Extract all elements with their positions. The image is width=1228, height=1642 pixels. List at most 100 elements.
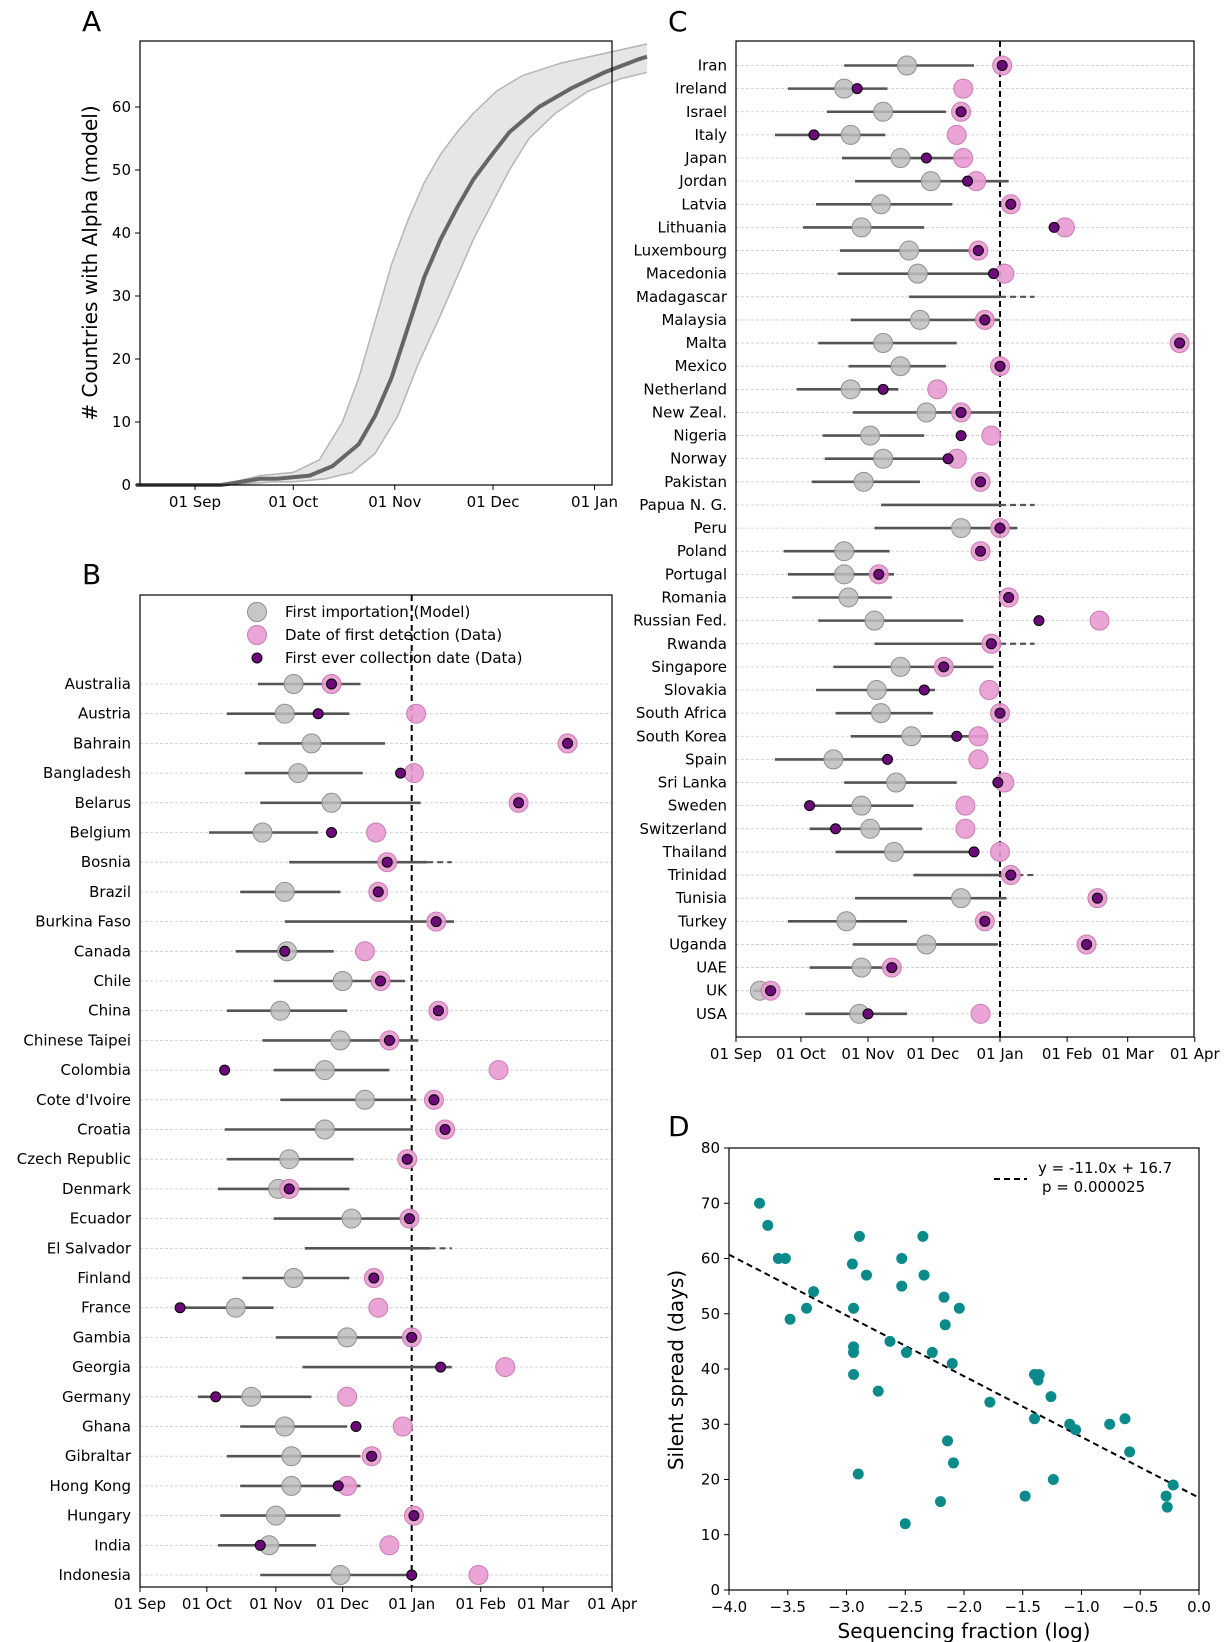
detection-date-marker — [354, 941, 375, 962]
detection-date-marker — [495, 1357, 516, 1378]
model-importation-marker — [920, 171, 941, 192]
collection-date-marker — [830, 823, 842, 835]
model-importation-marker — [301, 733, 322, 754]
collection-date-marker — [375, 975, 387, 987]
country-label: Iran — [698, 57, 727, 75]
detection-date-marker — [970, 1003, 991, 1024]
legend-entry: First ever collection date (Data) — [285, 649, 522, 667]
y-tick-label: 50 — [112, 161, 131, 179]
model-importation-marker — [873, 333, 894, 354]
detection-date-marker — [337, 1386, 358, 1407]
collection-date-marker — [955, 406, 967, 418]
model-importation-marker — [860, 818, 881, 839]
panel-label: B — [82, 558, 101, 591]
x-tick-label: 01 Feb — [1042, 1045, 1092, 1063]
data-point — [1161, 1501, 1173, 1513]
model-importation-marker — [270, 1000, 291, 1021]
country-label: USA — [696, 1005, 728, 1023]
country-label: Italy — [694, 126, 727, 144]
detection-date-marker — [981, 425, 1002, 446]
data-point — [942, 1435, 954, 1447]
collection-date-marker — [562, 737, 574, 749]
x-tick-label: 01 Nov — [841, 1045, 894, 1063]
model-importation-marker — [851, 217, 872, 238]
country-label: South Korea — [636, 727, 727, 745]
model-importation-marker — [314, 1060, 335, 1081]
panel-label: A — [82, 5, 101, 38]
country-label: China — [88, 1002, 131, 1020]
y-tick-label: 80 — [701, 1139, 720, 1157]
collection-date-marker — [430, 916, 442, 928]
model-importation-marker — [314, 1119, 335, 1140]
country-label: Canada — [74, 942, 131, 960]
y-tick-label: 30 — [112, 287, 131, 305]
data-point — [1047, 1474, 1059, 1485]
collection-date-marker — [765, 985, 777, 997]
legend-model-marker — [247, 602, 267, 622]
country-label: Hungary — [67, 1507, 131, 1525]
country-label: Peru — [694, 519, 727, 537]
model-importation-marker — [873, 448, 894, 469]
model-importation-marker — [225, 1297, 246, 1318]
detection-date-marker — [366, 822, 387, 843]
y-tick-label: 10 — [112, 413, 131, 431]
model-importation-marker — [288, 763, 309, 784]
data-point — [1019, 1490, 1031, 1502]
x-tick-label: 01 Dec — [316, 1595, 369, 1613]
country-label: Ireland — [675, 80, 727, 98]
country-label: Bosnia — [81, 853, 131, 871]
x-tick-label: 01 Sep — [169, 493, 221, 511]
detection-date-marker — [468, 1565, 489, 1585]
collection-date-marker — [1048, 221, 1060, 233]
detection-date-marker — [979, 680, 1000, 701]
country-label: Colombia — [61, 1061, 132, 1079]
model-importation-marker — [834, 541, 855, 562]
collection-date-marker — [332, 1480, 344, 1492]
collection-date-marker — [439, 1124, 451, 1135]
collection-date-marker — [881, 753, 893, 765]
data-point — [935, 1496, 946, 1508]
model-importation-marker — [886, 772, 907, 793]
collection-date-marker — [920, 152, 932, 164]
data-point — [872, 1385, 884, 1397]
model-importation-marker — [873, 101, 894, 122]
collection-date-marker — [877, 383, 889, 395]
x-tick-label: 01 Feb — [456, 1595, 506, 1613]
y-axis-label: Silent spread (days) — [664, 1270, 688, 1470]
legend-collection-marker — [251, 652, 263, 664]
collection-date-marker — [994, 360, 1006, 372]
country-label: Germany — [62, 1388, 131, 1406]
data-point — [900, 1346, 912, 1358]
plot-frame — [728, 1147, 1200, 1591]
collection-date-marker — [942, 453, 954, 465]
model-importation-marker — [281, 1446, 302, 1467]
collection-date-marker — [979, 314, 991, 326]
collection-date-marker — [1003, 591, 1015, 603]
y-tick-label: 60 — [701, 1250, 720, 1268]
y-tick-label: 0 — [710, 1581, 720, 1599]
model-importation-marker — [330, 1030, 351, 1051]
model-importation-marker — [241, 1386, 262, 1407]
model-importation-marker — [274, 1416, 295, 1437]
model-importation-marker — [916, 934, 937, 955]
model-importation-marker — [274, 881, 295, 902]
country-label: Switzerland — [640, 820, 728, 838]
plot-frame — [139, 594, 613, 1588]
country-label: Bangladesh — [43, 764, 131, 782]
model-importation-marker — [870, 194, 891, 215]
country-label: Pakistan — [664, 473, 727, 491]
country-label: Russian Fed. — [633, 612, 727, 630]
collection-date-marker — [279, 945, 291, 957]
model-importation-marker — [321, 792, 342, 813]
collection-date-marker — [312, 708, 324, 720]
model-importation-marker — [252, 822, 273, 843]
collection-date-marker — [428, 1094, 440, 1106]
country-label: Czech Republic — [17, 1150, 131, 1168]
x-tick-label: −3.0 — [828, 1598, 864, 1616]
collection-date-marker — [326, 678, 338, 690]
country-label: UK — [706, 982, 728, 1000]
collection-date-marker — [994, 707, 1006, 719]
country-label: France — [81, 1299, 131, 1317]
data-point — [917, 1230, 929, 1242]
model-importation-marker — [951, 888, 972, 909]
